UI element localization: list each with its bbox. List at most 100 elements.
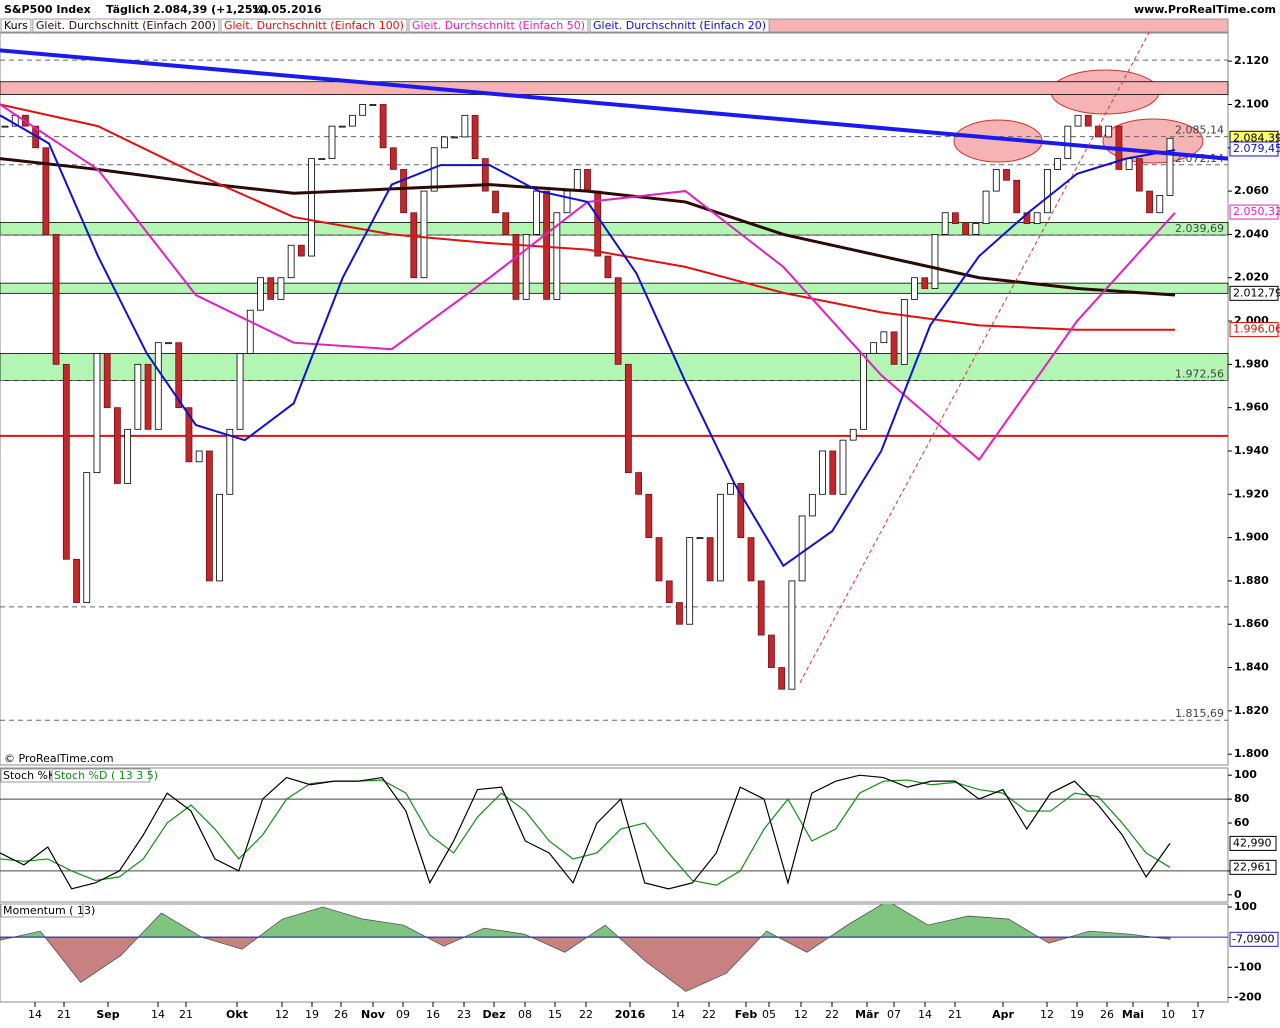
candle [1054, 158, 1061, 170]
candle [737, 483, 745, 539]
site: www.ProRealTime.com [1134, 3, 1276, 16]
candle [1033, 212, 1041, 224]
stoch-d-label: Stoch %D ( 13 3 5) [54, 769, 158, 782]
legend-box [32, 18, 220, 33]
candle [359, 104, 367, 116]
price-tag [1229, 322, 1279, 338]
zone [0, 353, 1229, 381]
candle [604, 255, 612, 279]
period: Täglich [106, 3, 150, 16]
momentum-area [0, 904, 1171, 938]
y-tick-label: 0 [1234, 888, 1242, 901]
y-tick-label: 60 [1234, 816, 1250, 829]
y-tick-label: -200 [1234, 990, 1262, 1003]
x-tick-label: Dez [483, 1008, 506, 1021]
legend-entry: Gleit. Durchschnitt (Einfach 20) [593, 19, 766, 32]
candle [1146, 190, 1153, 214]
candle [93, 353, 101, 474]
x-tick-label: 21 [179, 1008, 193, 1021]
legend-box [220, 18, 408, 33]
candle [1135, 158, 1143, 192]
candle [584, 169, 591, 192]
candle [921, 277, 929, 289]
momentum-label: Momentum ( 13) [3, 904, 95, 917]
moving-average [0, 103, 1175, 331]
candle [808, 493, 816, 517]
x-tick-label: 15 [548, 1008, 562, 1021]
candle [1156, 195, 1164, 214]
moving-average [0, 114, 1176, 568]
stoch-line [0, 774, 1171, 890]
candle [768, 634, 775, 668]
candle [144, 363, 152, 430]
legend-box [408, 18, 589, 33]
candle [788, 580, 796, 690]
candle [195, 450, 203, 463]
y-tick-label: 2.060 [1234, 184, 1269, 197]
level-label: 2.039,69 [1175, 222, 1224, 235]
y-tick-label: 100 [1234, 900, 1257, 913]
x-tick-label: 07 [887, 1008, 901, 1021]
x-tick-label: 12 [794, 1008, 808, 1021]
candle [665, 580, 673, 603]
candle [175, 342, 183, 409]
legend-entry: Gleit. Durchschnitt (Einfach 100) [224, 19, 404, 32]
candle [870, 342, 878, 354]
y-tick-label: 1.820 [1234, 704, 1269, 717]
candle [1043, 169, 1051, 214]
price-tag-label: 22,961 [1233, 860, 1272, 873]
candle [400, 169, 407, 214]
candle [389, 147, 397, 170]
candle [52, 234, 60, 365]
stoch-panel [0, 767, 1229, 903]
x-tick-label: Mai [1122, 1008, 1144, 1021]
candle [655, 537, 663, 582]
price-tag-label: 2.079,45 [1233, 142, 1280, 155]
x-tick-label: 14 [671, 1008, 685, 1021]
candle [1166, 137, 1174, 196]
y-tick-label: 1.860 [1234, 617, 1269, 630]
candle [379, 104, 387, 149]
legend-box [0, 18, 32, 33]
candle [451, 136, 459, 139]
candle [154, 342, 162, 430]
trendline [0, 48, 1229, 161]
y-tick-label: 100 [1234, 768, 1257, 781]
candle [1013, 179, 1021, 214]
candle [124, 428, 132, 484]
y-tick-label: 1.980 [1234, 357, 1269, 370]
candle [246, 309, 254, 354]
candle [686, 537, 694, 625]
candle [778, 667, 786, 690]
y-tick-label: 2.020 [1234, 271, 1269, 284]
x-tick-label: 09 [396, 1008, 410, 1021]
x-tick-label: 26 [1100, 1008, 1114, 1021]
x-tick-label: 2016 [615, 1008, 646, 1021]
legend-entry: Gleit. Durchschnitt (Einfach 200) [36, 19, 216, 32]
candle [553, 212, 561, 300]
title: S&P500 Index [4, 3, 91, 16]
x-tick-label: 12 [275, 1008, 289, 1021]
candle [900, 298, 908, 365]
price-tag-label: 2.012,79 [1233, 286, 1280, 299]
y-tick-label: 1.800 [1234, 747, 1269, 760]
candle [287, 244, 295, 279]
candle [308, 158, 315, 257]
candle [185, 407, 193, 463]
candle [328, 125, 336, 160]
candle [798, 515, 806, 582]
candle [962, 223, 970, 235]
x-tick-label: Feb [735, 1008, 758, 1021]
zone [0, 282, 1229, 294]
y-tick-label: 1.840 [1234, 661, 1269, 674]
candle [512, 234, 520, 300]
copyright: © ProRealTime.com [4, 752, 114, 765]
x-tick-label: 21 [57, 1008, 71, 1021]
candle [62, 363, 70, 560]
y-tick-label: 1.920 [1234, 487, 1269, 500]
x-tick-label: 16 [426, 1008, 440, 1021]
candle [42, 147, 50, 235]
x-tick-label: Nov [361, 1008, 386, 1021]
price-tag-label: 1.996,06 [1233, 323, 1280, 336]
candle [522, 234, 530, 300]
